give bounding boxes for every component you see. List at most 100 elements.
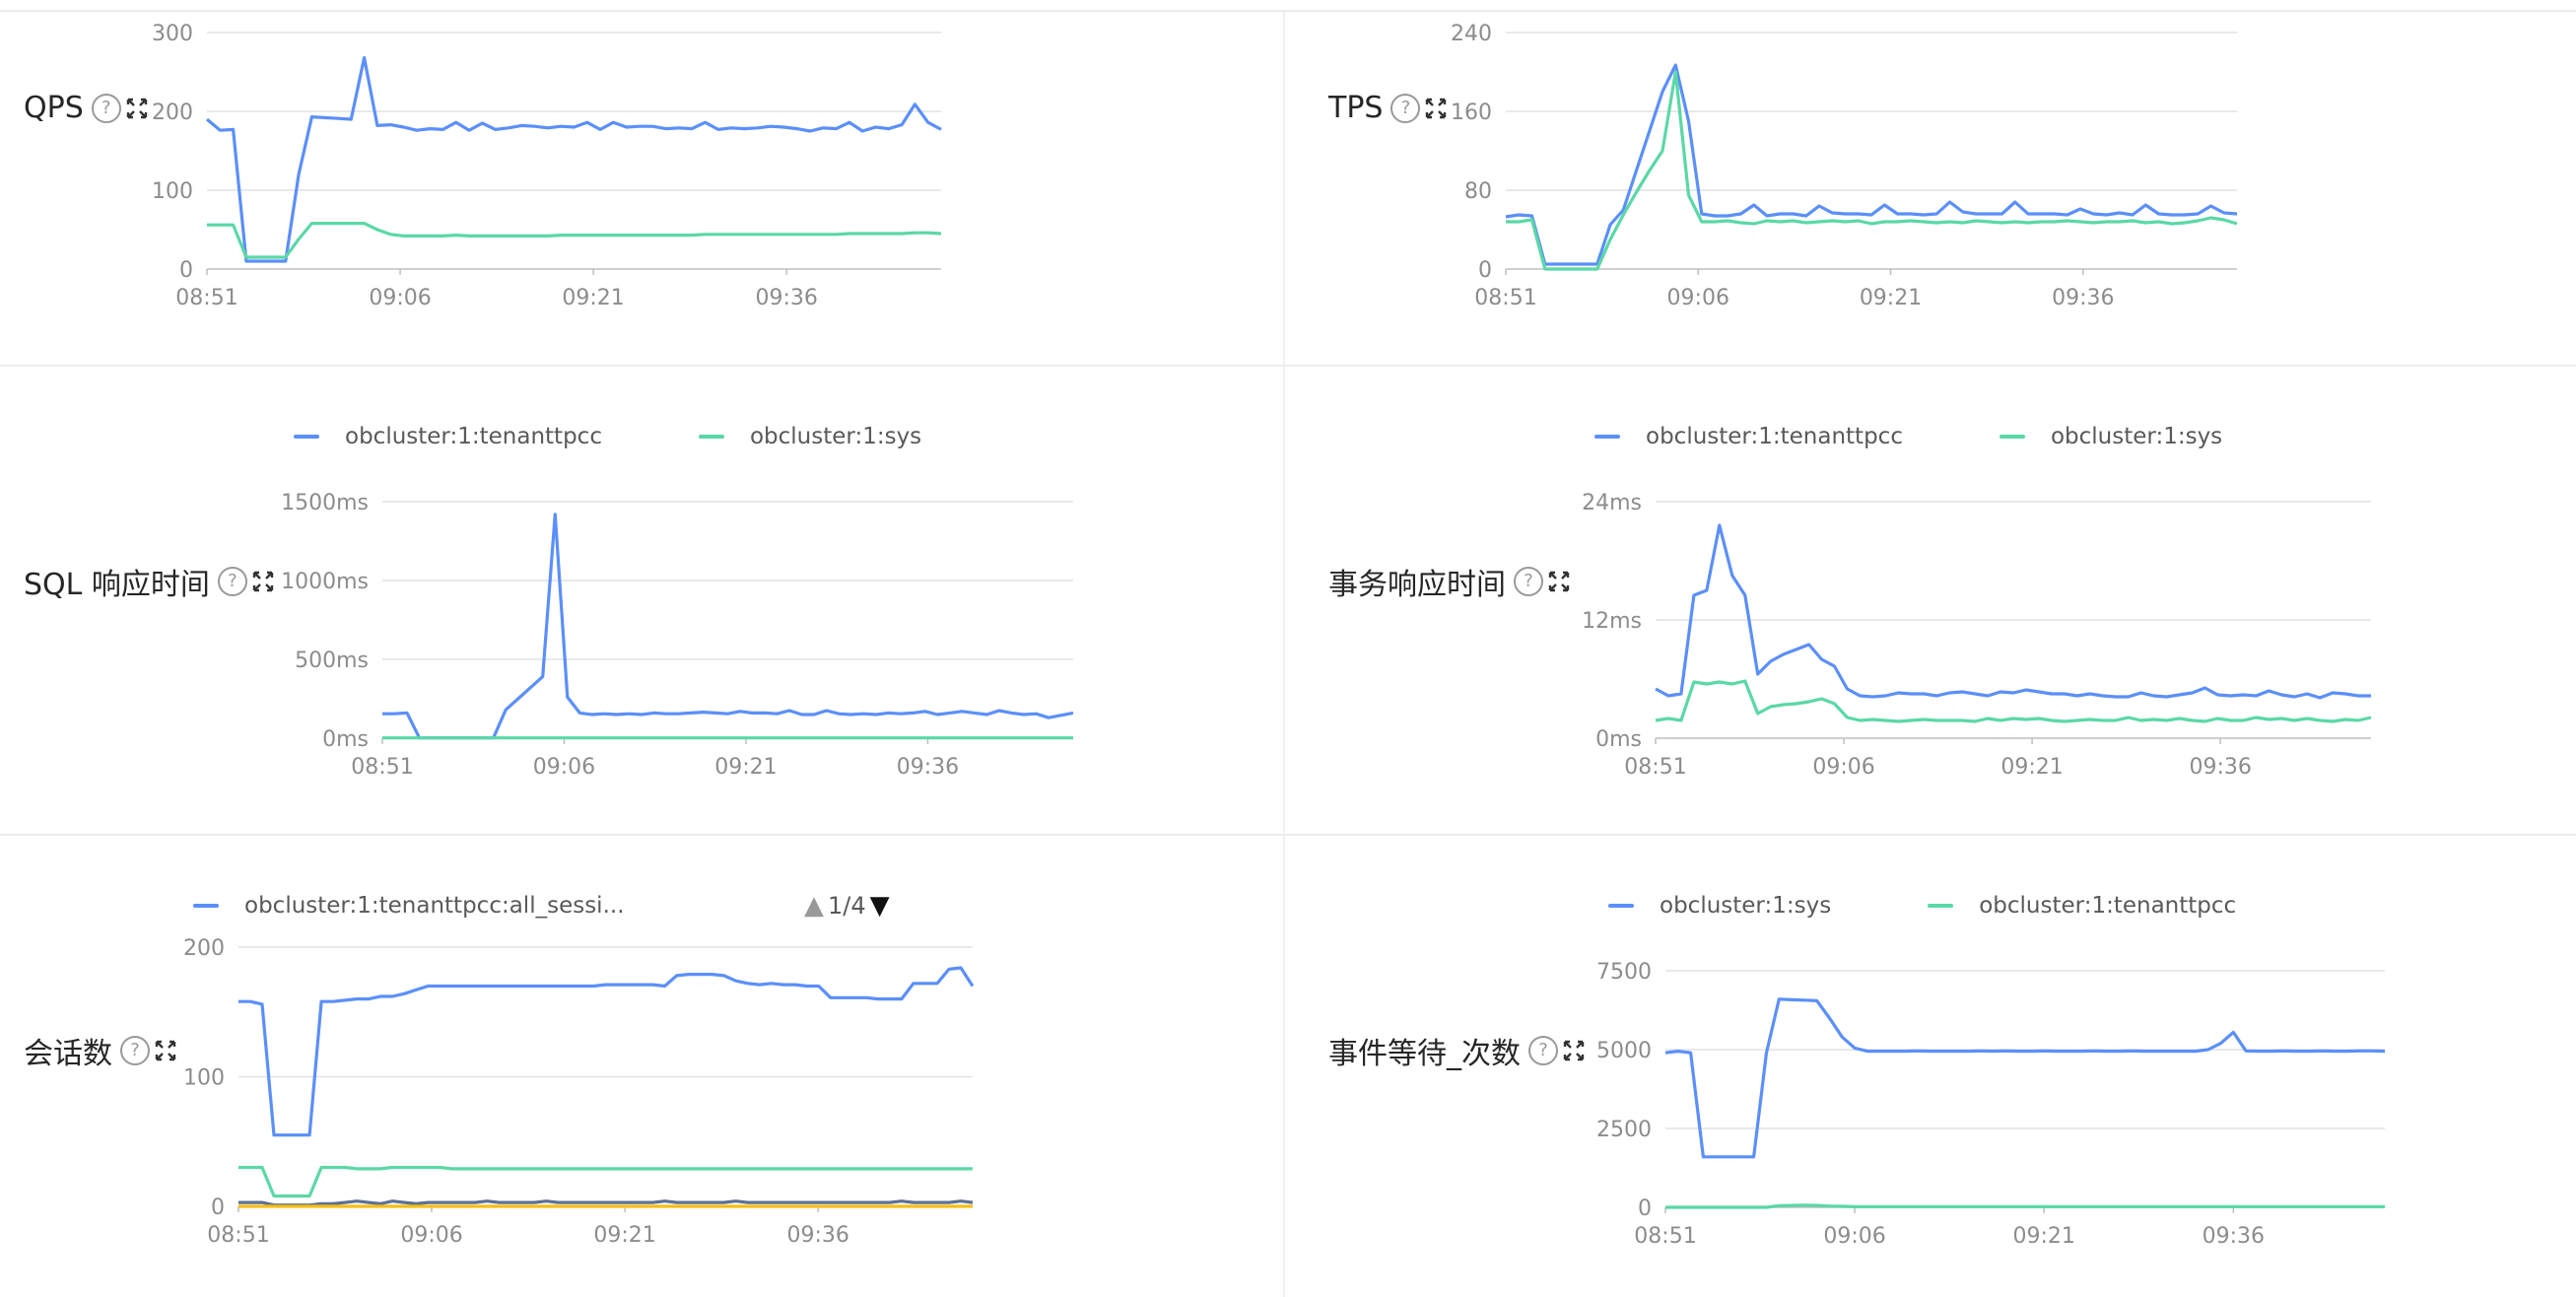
y-tick-label: 12ms <box>1582 609 1642 634</box>
x-tick-label: 09:36 <box>897 755 959 780</box>
series-line-1 <box>1655 523 2371 700</box>
panel-title-transaction: 事务响应时间 ? <box>1328 560 1571 603</box>
panel-title-sessions: 会话数 ? <box>24 1029 177 1072</box>
row-divider-2 <box>0 834 2576 836</box>
question-circle-icon[interactable]: ? <box>1528 1036 1558 1065</box>
x-tick-label: 08:51 <box>1624 755 1686 780</box>
legend-sql: obcluster:1:tenanttpcc obcluster:1:sys <box>294 424 1018 449</box>
x-tick-label: 09:06 <box>369 286 431 310</box>
y-tick-label: 200 <box>152 101 193 125</box>
legend-swatch <box>193 904 219 908</box>
x-tick-label: 09:06 <box>533 755 595 780</box>
y-tick-label: 200 <box>183 936 225 961</box>
fullscreen-icon[interactable] <box>1562 1039 1586 1062</box>
series-line-1 <box>1664 997 2386 1159</box>
x-tick-label: 09:21 <box>593 1223 655 1248</box>
legend-swatch <box>698 435 724 439</box>
fullscreen-icon[interactable] <box>1424 97 1448 120</box>
series-line-3 <box>238 1199 974 1207</box>
legend-swatch <box>294 435 319 439</box>
legend-swatch <box>1999 435 2025 439</box>
y-tick-label: 7500 <box>1596 960 1652 985</box>
legend-item[interactable]: obcluster:1:tenanttpcc <box>294 424 602 449</box>
legend-item[interactable]: obcluster:1:tenanttpcc <box>1594 424 1903 449</box>
legend-label: obcluster:1:tenanttpcc:all_sessi... <box>244 893 625 919</box>
x-tick-label: 08:51 <box>351 755 413 780</box>
legend-item[interactable]: obcluster:1:sys <box>698 424 922 449</box>
y-tick-label: 100 <box>183 1066 225 1091</box>
fullscreen-icon[interactable] <box>251 570 275 593</box>
legend-item[interactable]: obcluster:1:tenanttpcc:all_sessi... <box>193 893 625 919</box>
legend-label: obcluster:1:sys <box>1660 893 1832 919</box>
series-line-2 <box>1665 1203 2385 1209</box>
x-tick-label: 09:21 <box>714 755 777 780</box>
y-tick-label: 300 <box>152 22 193 46</box>
x-tick-label: 09:21 <box>2013 1224 2075 1249</box>
x-tick-label: 08:51 <box>1634 1224 1696 1249</box>
panel-title-text: 会话数 <box>24 1037 112 1071</box>
y-tick-label: 0 <box>179 258 193 283</box>
x-tick-label: 09:36 <box>2189 755 2251 780</box>
series-line-1 <box>1505 63 2238 266</box>
question-circle-icon[interactable]: ? <box>217 567 247 596</box>
tps-chart: 0 80 160 240 08:51 09:06 09:21 09:36 <box>1451 22 2238 310</box>
series-line-2 <box>1506 70 2238 271</box>
question-circle-icon[interactable]: ? <box>120 1036 150 1065</box>
question-circle-icon[interactable]: ? <box>91 93 121 123</box>
x-tick-label: 08:51 <box>1474 286 1536 310</box>
x-tick-label: 09:06 <box>1823 1224 1885 1249</box>
y-tick-label: 0ms <box>322 727 369 752</box>
x-tick-label: 09:36 <box>2052 286 2114 310</box>
legend-label: obcluster:1:tenanttpcc <box>1979 893 2237 919</box>
y-tick-label: 0 <box>211 1195 225 1220</box>
x-tick-label: 09:36 <box>786 1223 848 1248</box>
x-tick-label: 09:06 <box>1667 286 1729 310</box>
panel-title-text: 事务响应时间 <box>1328 568 1506 602</box>
series-line-1 <box>205 55 942 263</box>
pager-down-icon[interactable]: ▼ <box>869 891 890 921</box>
legend-item[interactable]: obcluster:1:tenanttpcc <box>1928 893 2236 919</box>
x-tick-label: 08:51 <box>207 1223 269 1248</box>
legend-swatch <box>1608 904 1634 908</box>
fullscreen-icon[interactable] <box>125 97 149 120</box>
legend-transaction: obcluster:1:tenanttpcc obcluster:1:sys <box>1594 424 2319 449</box>
panel-title-wait-events: 事件等待_次数 ? <box>1328 1029 1586 1072</box>
panel-title-text: QPS <box>24 91 84 125</box>
qps-chart: 0 100 200 300 08:51 09:06 09:21 09:36 <box>152 22 942 310</box>
pager-up-icon[interactable]: ▲ <box>804 891 824 921</box>
y-tick-label: 24ms <box>1582 491 1642 515</box>
question-circle-icon[interactable]: ? <box>1514 567 1543 596</box>
legend-swatch <box>1928 904 1954 908</box>
y-tick-label: 1000ms <box>281 570 369 594</box>
legend-sessions: obcluster:1:tenanttpcc:all_sessi... <box>193 893 721 919</box>
fullscreen-icon[interactable] <box>154 1039 177 1062</box>
sql-response-chart: 0ms 500ms 1000ms 1500ms 08:51 09:06 09:21 09:36 <box>281 491 1074 780</box>
panel-title-sql: SQL 响应时间 ? <box>24 560 275 603</box>
y-tick-label: 0 <box>1478 258 1492 283</box>
column-divider <box>1283 12 1285 1297</box>
legend-item[interactable]: obcluster:1:sys <box>1608 893 1831 919</box>
y-tick-label: 0ms <box>1595 727 1642 752</box>
x-tick-label: 09:06 <box>1812 755 1874 780</box>
panel-title-text: SQL 响应时间 <box>24 568 210 602</box>
panel-title-qps: QPS ? <box>24 91 149 125</box>
y-tick-label: 80 <box>1464 179 1492 204</box>
legend-label: obcluster:1:sys <box>2050 424 2223 449</box>
question-circle-icon[interactable]: ? <box>1390 93 1421 123</box>
x-tick-label: 09:21 <box>1860 286 1922 310</box>
legend-label: obcluster:1:sys <box>749 424 922 449</box>
x-tick-label: 08:51 <box>175 286 237 310</box>
series-line-2 <box>207 222 942 259</box>
legend-item[interactable]: obcluster:1:sys <box>1999 424 2223 449</box>
y-tick-label: 240 <box>1451 22 1492 46</box>
y-tick-label: 0 <box>1638 1196 1652 1221</box>
series-line-2 <box>238 1165 973 1198</box>
y-tick-label: 100 <box>152 179 193 204</box>
x-tick-label: 09:36 <box>2203 1224 2265 1249</box>
fullscreen-icon[interactable] <box>1547 570 1571 593</box>
x-tick-label: 09:06 <box>400 1223 462 1248</box>
series-line-1 <box>238 966 975 1137</box>
legend-pager: ▲ 1/4 ▼ <box>804 891 890 921</box>
legend-swatch <box>1594 435 1620 439</box>
transaction-response-chart: 0ms 12ms 24ms 08:51 09:06 09:21 09:36 <box>1582 491 2372 780</box>
